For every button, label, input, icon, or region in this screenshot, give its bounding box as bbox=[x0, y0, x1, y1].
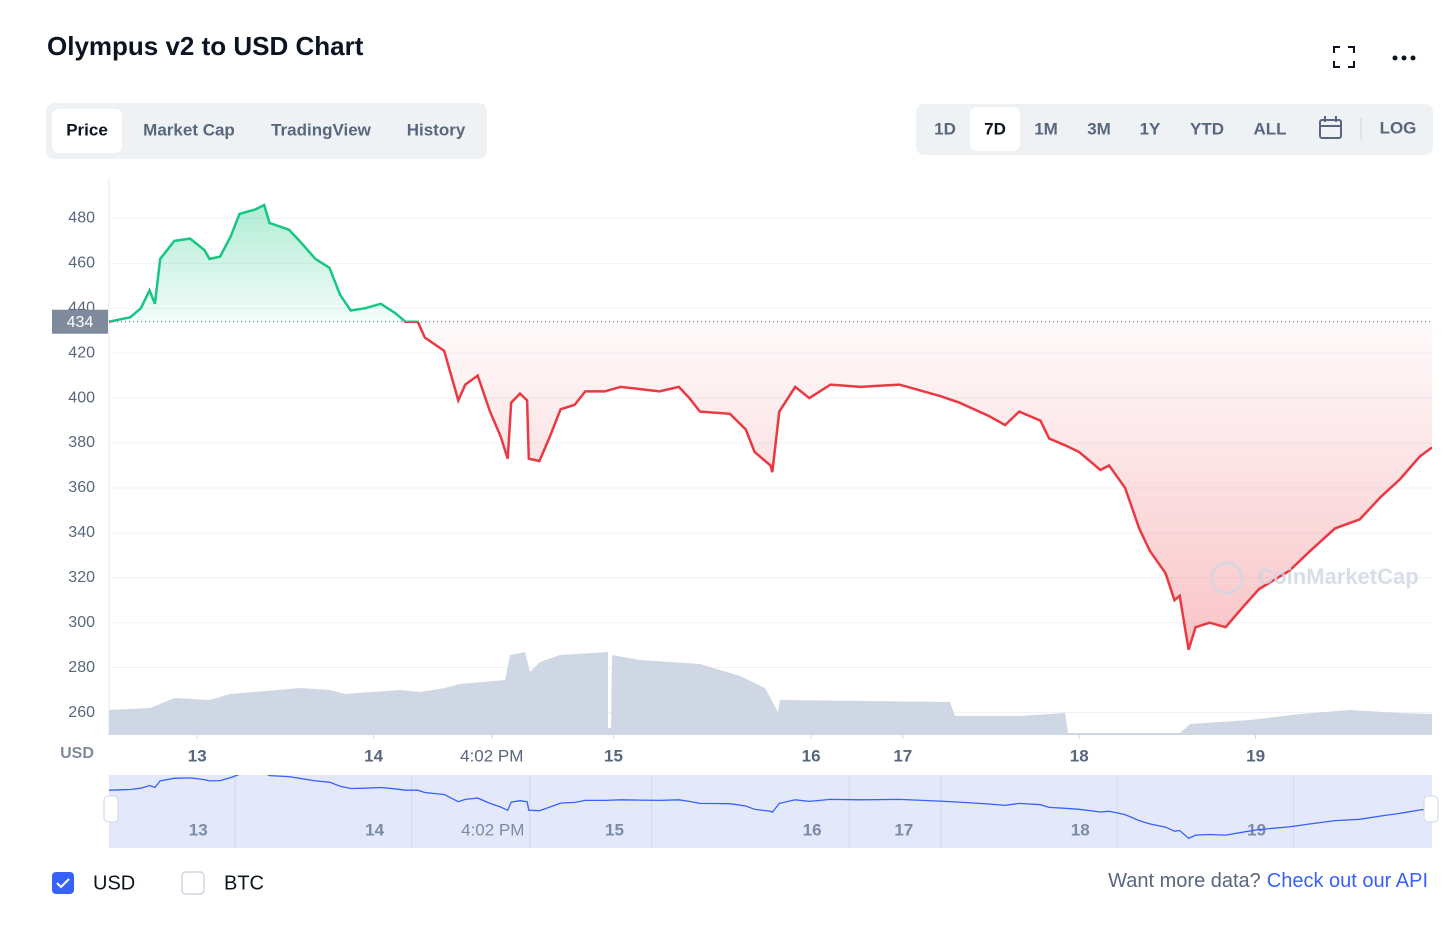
footer-text: Want more data? bbox=[1108, 870, 1261, 892]
range-button[interactable]: 3M bbox=[1087, 119, 1111, 138]
y-tick-label: 360 bbox=[68, 479, 95, 496]
range-button[interactable]: 1D bbox=[934, 119, 956, 138]
y-tick-label: 340 bbox=[68, 524, 95, 541]
range-button[interactable]: YTD bbox=[1190, 119, 1224, 138]
nav-tick-label: 16 bbox=[803, 820, 822, 839]
check-mark bbox=[56, 878, 70, 889]
x-tick-label: 14 bbox=[364, 746, 383, 765]
range-button[interactable]: ALL bbox=[1253, 119, 1286, 138]
nav-clip bbox=[109, 775, 1432, 840]
watermark-logo bbox=[1210, 561, 1244, 595]
tab[interactable]: TradingView bbox=[271, 120, 372, 139]
y-tick-label: 320 bbox=[68, 569, 95, 586]
y-tick-label: 400 bbox=[68, 389, 95, 406]
price-label: 434 bbox=[67, 314, 94, 331]
volume bbox=[109, 652, 1432, 735]
x-tick-label: 16 bbox=[802, 746, 821, 765]
y-tick-label: 300 bbox=[68, 614, 95, 631]
price-label-bg bbox=[52, 309, 108, 334]
watermark: CoinMarketCap bbox=[1257, 564, 1418, 589]
x-tick-label: 4:02 PM bbox=[460, 746, 523, 765]
above-clip bbox=[109, 203, 420, 322]
currency-label[interactable]: BTC bbox=[224, 872, 264, 894]
title: Olympus v2 to USD Chart bbox=[47, 31, 364, 61]
active-range bbox=[970, 107, 1020, 151]
x-tick-label: 17 bbox=[893, 746, 912, 765]
nav-tick-label: 15 bbox=[605, 820, 624, 839]
nav-line bbox=[109, 775, 1432, 840]
nav-tick-label: 18 bbox=[1071, 820, 1090, 839]
area-above bbox=[109, 205, 418, 322]
calendar-icon[interactable] bbox=[1319, 116, 1342, 139]
y-unit: USD bbox=[60, 745, 94, 762]
more-icon[interactable] bbox=[1392, 55, 1416, 61]
x-tick-label: 18 bbox=[1070, 746, 1089, 765]
y-tick-label: 260 bbox=[68, 704, 95, 721]
nav-tick-label: 13 bbox=[189, 820, 208, 839]
log-button[interactable]: LOG bbox=[1380, 118, 1417, 137]
checkbox[interactable] bbox=[181, 871, 205, 895]
tab[interactable]: History bbox=[407, 120, 466, 139]
active-tab bbox=[52, 109, 122, 153]
x-tick-label: 13 bbox=[188, 746, 207, 765]
y-tick-label: 380 bbox=[68, 434, 95, 451]
y-tick-label: 420 bbox=[68, 344, 95, 361]
tab[interactable]: Price bbox=[66, 120, 108, 139]
api-link[interactable]: Check out our API bbox=[1267, 870, 1428, 892]
footer: Want more data? Check out our API bbox=[1108, 870, 1428, 892]
currency-label[interactable]: USD bbox=[93, 872, 135, 894]
tabs-bg bbox=[46, 103, 487, 159]
range-button[interactable]: 1M bbox=[1034, 119, 1058, 138]
nav-handle[interactable] bbox=[1423, 795, 1439, 823]
nav-tick-label: 14 bbox=[365, 820, 384, 839]
area-below bbox=[109, 321, 1432, 650]
price-line-below bbox=[109, 321, 1432, 651]
nav-tick-label: 17 bbox=[894, 820, 913, 839]
fullscreen-icon[interactable] bbox=[1333, 46, 1355, 68]
below-clip bbox=[109, 321, 1432, 651]
tab[interactable]: Market Cap bbox=[143, 120, 235, 139]
plot-clip bbox=[109, 203, 1432, 651]
ranges-bg bbox=[916, 104, 1433, 155]
checkbox-checked[interactable] bbox=[52, 872, 74, 894]
y-tick-label: 480 bbox=[68, 210, 95, 227]
range-button[interactable]: 7D bbox=[984, 119, 1006, 138]
y-tick-label: 460 bbox=[68, 255, 95, 272]
price-line-above bbox=[109, 203, 420, 322]
nav-tick-label: 4:02 PM bbox=[461, 820, 524, 839]
x-tick-label: 19 bbox=[1246, 746, 1265, 765]
x-tick-label: 15 bbox=[604, 746, 623, 765]
y-tick-label: 280 bbox=[68, 659, 95, 676]
range-button[interactable]: 1Y bbox=[1140, 119, 1161, 138]
nav-handle[interactable] bbox=[103, 795, 119, 823]
